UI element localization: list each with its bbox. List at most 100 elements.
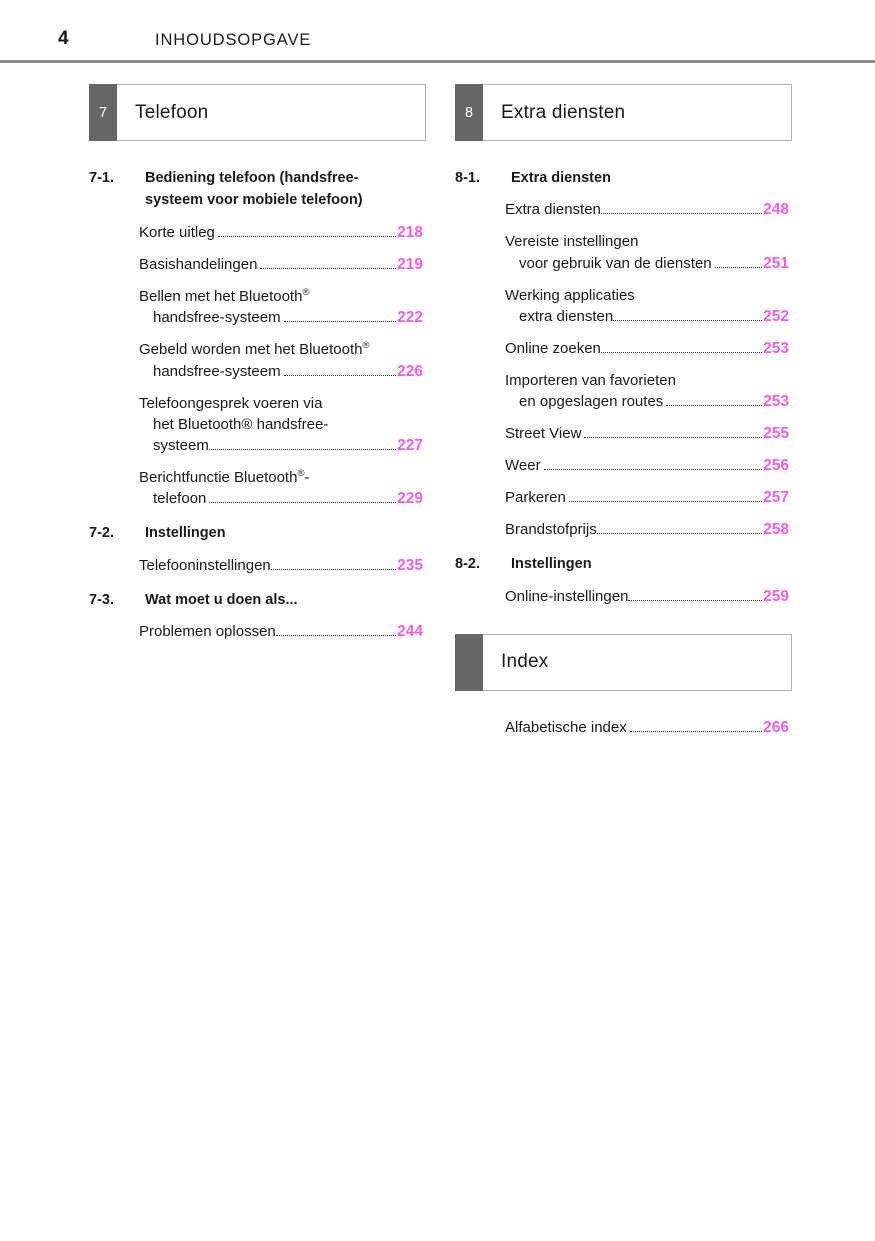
chapter-heading-index[interactable]: Index <box>455 633 792 691</box>
entry-label: Basishandelingen <box>139 255 258 273</box>
entry-label-line1: Vereiste instellingen <box>505 233 639 251</box>
leader-dots <box>568 501 763 503</box>
chapter-number-badge: 8 <box>455 84 483 141</box>
entry-label: handsfree-systeem <box>153 362 281 380</box>
entry-label: Problemen oplossen <box>139 623 276 641</box>
leader-dots <box>208 449 397 451</box>
leader-dots <box>275 635 397 637</box>
entry-label-text: Gebeld worden met het Bluetooth <box>139 341 363 359</box>
entry-page-number: 255 <box>763 425 789 443</box>
chapter-number-badge: 7 <box>89 84 117 141</box>
leader-dots <box>596 533 763 535</box>
entry-page-number: 257 <box>763 489 789 507</box>
entry-label-text: Bellen met het Bluetooth <box>139 287 303 305</box>
section-heading-8-2[interactable]: 8-2. Instellingen <box>455 553 815 575</box>
entry-page-number: 226 <box>397 362 423 380</box>
entry-label: extra diensten <box>519 308 614 326</box>
entry-label: voor gebruik van de diensten <box>519 254 712 272</box>
entry-page-number: 248 <box>763 201 789 219</box>
entry-label-line2: het Bluetooth® handsfree- <box>153 415 329 433</box>
entry-label-line1: Importeren van favorieten <box>505 372 676 390</box>
entry-page-number: 235 <box>397 556 423 574</box>
entry-list-8-1: Extra diensten 248 Vereiste instellingen… <box>505 199 789 541</box>
entry-label: Weer <box>505 457 541 475</box>
leader-dots <box>209 502 397 504</box>
leader-dots <box>270 568 397 570</box>
entry-label: Brandstofprijs <box>505 521 597 539</box>
chapter-heading-8[interactable]: 8 Extra diensten <box>455 84 792 141</box>
toc-entry[interactable]: Online-instellingen 259 <box>505 586 789 608</box>
entry-page-number: 218 <box>397 223 423 241</box>
chapter-title: Telefoon <box>117 84 426 141</box>
toc-entry[interactable]: Vereiste instellingen voor gebruik van d… <box>505 231 789 274</box>
toc-entry[interactable]: Korte uitleg 218 <box>139 222 423 244</box>
toc-entry[interactable]: Parkeren 257 <box>505 487 789 509</box>
toc-entry[interactable]: Gebeld worden met het Bluetooth® handsfr… <box>139 339 423 382</box>
entry-page-number: 258 <box>763 521 789 539</box>
toc-entry[interactable]: Street View 255 <box>505 423 789 445</box>
toc-entry[interactable]: Bellen met het Bluetooth® handsfree-syst… <box>139 286 423 329</box>
toc-entry[interactable]: Berichtfunctie Bluetooth®- telefoon 229 <box>139 467 423 510</box>
entry-label: Extra diensten <box>505 201 601 219</box>
entry-list-7-2: Telefooninstellingen 235 <box>139 555 423 577</box>
entry-list-index: Alfabetische index 266 <box>505 717 789 739</box>
chapter-heading-7[interactable]: 7 Telefoon <box>89 84 426 141</box>
section-title: Extra diensten <box>511 170 611 186</box>
entry-page-number: 266 <box>763 718 789 736</box>
entry-list-7-1: Korte uitleg 218 Basishandelingen 219 Be… <box>139 222 423 510</box>
toc-entry[interactable]: Problemen oplossen 244 <box>139 621 423 643</box>
entry-page-number: 227 <box>397 437 423 455</box>
entry-label: Street View <box>505 425 582 443</box>
entry-page-number: 222 <box>397 309 423 327</box>
toc-column-right: 8 Extra diensten 8-1. Extra diensten Ext… <box>455 84 815 739</box>
entry-label: Korte uitleg <box>139 223 215 241</box>
toc-entry[interactable]: Basishandelingen 219 <box>139 254 423 276</box>
leader-dots <box>666 405 763 407</box>
section-heading-7-1[interactable]: 7-1. Bediening telefoon (handsfree-syste… <box>89 167 449 212</box>
toc-entry[interactable]: Werking applicaties extra diensten 252 <box>505 285 789 328</box>
toc-entry[interactable]: Importeren van favorieten en opgeslagen … <box>505 370 789 413</box>
page-title: INHOUDSOPGAVE <box>155 31 312 49</box>
section-number: 7-2. <box>89 525 114 542</box>
toc-entry[interactable]: Extra diensten 248 <box>505 199 789 221</box>
page-header: 4 INHOUDSOPGAVE <box>0 0 875 63</box>
entry-label-text: Berichtfunctie Bluetooth <box>139 469 298 487</box>
toc-columns: 7 Telefoon 7-1. Bediening telefoon (hand… <box>0 84 875 739</box>
toc-column-left: 7 Telefoon 7-1. Bediening telefoon (hand… <box>89 84 449 739</box>
toc-entry[interactable]: Weer 256 <box>505 455 789 477</box>
entry-page-number: 251 <box>763 254 789 272</box>
section-heading-7-3[interactable]: 7-3. Wat moet u doen als... <box>89 589 449 611</box>
header-divider <box>0 60 875 63</box>
entry-page-number: 252 <box>763 308 789 326</box>
entry-label: Telefooninstellingen <box>139 556 271 574</box>
entry-label: Online zoeken <box>505 340 601 358</box>
toc-entry[interactable]: Telefooninstellingen 235 <box>139 555 423 577</box>
entry-page-number: 253 <box>763 340 789 358</box>
section-title: Instellingen <box>145 525 226 542</box>
leader-dots <box>600 213 763 215</box>
section-number: 8-2. <box>455 556 480 573</box>
section-heading-8-1[interactable]: 8-1. Extra diensten <box>455 167 815 189</box>
toc-entry[interactable]: Brandstofprijs 258 <box>505 519 789 541</box>
section-title: Bediening telefoon (handsfree-systeem vo… <box>145 170 363 209</box>
section-heading-7-2[interactable]: 7-2. Instellingen <box>89 522 449 544</box>
toc-entry[interactable]: Alfabetische index 266 <box>505 717 789 739</box>
entry-page-number: 229 <box>397 490 423 508</box>
entry-label: Alfabetische index <box>505 718 627 736</box>
toc-entry[interactable]: Telefoongesprek voeren via het Bluetooth… <box>139 393 423 458</box>
entry-page-number: 259 <box>763 587 789 605</box>
registered-trademark-icon: ® <box>362 340 370 352</box>
toc-entry[interactable]: Online zoeken 253 <box>505 338 789 360</box>
entry-page-number: 253 <box>763 393 789 411</box>
entry-list-8-2: Online-instellingen 259 <box>505 586 789 608</box>
leader-dots <box>543 469 763 471</box>
registered-trademark-icon: ® <box>297 468 305 480</box>
leader-dots <box>260 267 397 269</box>
chapter-title: Extra diensten <box>483 84 792 141</box>
leader-dots <box>629 730 763 732</box>
registered-trademark-icon: ® <box>302 286 310 298</box>
leader-dots <box>283 374 397 376</box>
entry-label-line1: Telefoongesprek voeren via <box>139 394 323 412</box>
entry-label: telefoon <box>153 490 207 508</box>
